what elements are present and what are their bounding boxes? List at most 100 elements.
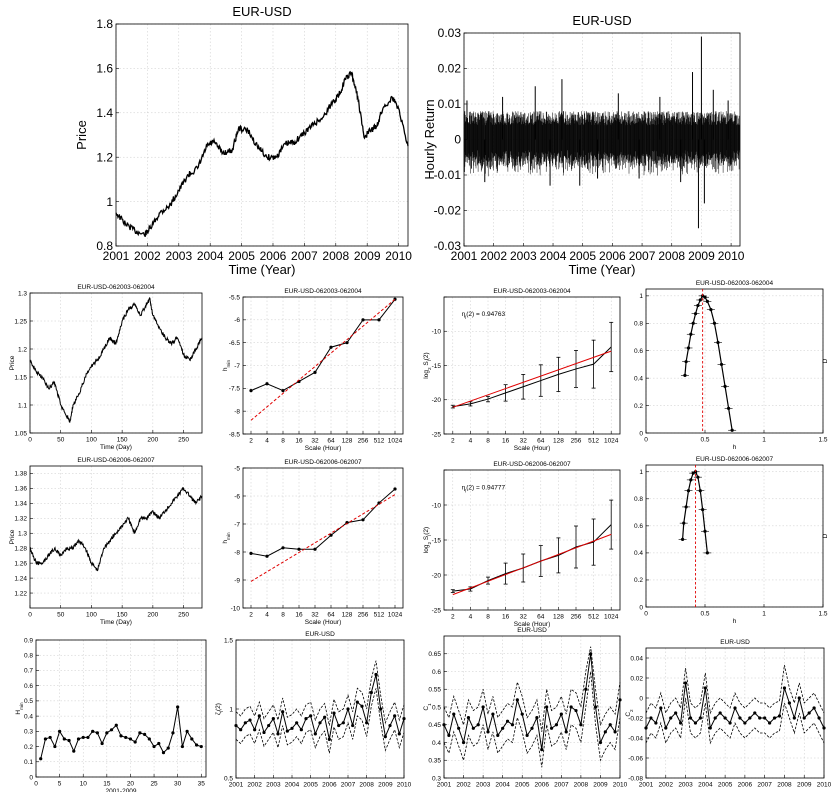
x-tick-label: 32: [520, 614, 528, 621]
y-tick-label: 1.25: [14, 318, 27, 325]
x-tick-label: 200: [147, 612, 158, 619]
y-axis-label: Price: [74, 120, 89, 150]
y-tick-label: 0.35: [428, 758, 441, 765]
data-point: [787, 701, 791, 705]
data-point: [723, 716, 727, 720]
data-point: [728, 721, 732, 725]
data-point: [549, 726, 554, 730]
data-point: [520, 712, 524, 716]
data-point: [62, 737, 66, 741]
plot-frame: [29, 465, 203, 609]
data-point: [535, 716, 539, 720]
chart-title: EUR-USD-062006-062007: [77, 457, 155, 464]
y-tick-label: -9: [234, 577, 240, 584]
data-point: [664, 726, 668, 730]
x-tick-label: 2004: [698, 782, 713, 789]
data-point: [313, 370, 317, 374]
y-tick-label: 0.8: [24, 652, 33, 659]
band-line: [235, 688, 405, 754]
series-line: [250, 488, 396, 557]
data-point: [753, 711, 757, 715]
y-tick-label: -7: [234, 521, 240, 528]
data-point: [447, 733, 451, 738]
data-point: [603, 730, 607, 734]
x-tick-label: 0: [34, 781, 38, 788]
data-point: [365, 721, 369, 725]
y-tick-label: 0.4: [24, 713, 33, 720]
y-tick-label: -15: [432, 363, 442, 370]
chart-p12: 2001 2002 2003 2004 2005 2006 2007 2008 2009 2010…: [215, 631, 412, 789]
data-point: [166, 746, 170, 750]
y-axis-label: Hmin: [15, 702, 24, 715]
data-point: [299, 728, 303, 732]
plot-frame: [645, 288, 824, 434]
data-point: [161, 751, 166, 755]
y-tick-label: 0.4: [634, 550, 643, 557]
x-tick-label: 2003: [266, 782, 281, 789]
data-point: [466, 716, 471, 720]
data-point: [471, 726, 475, 730]
x-tick-label: 250: [178, 437, 189, 444]
x-tick-label: 2005: [228, 249, 255, 263]
x-tick-label: 1024: [388, 612, 403, 619]
data-point: [763, 716, 767, 720]
x-tick-label: 64: [537, 438, 545, 445]
x-tick-label: 16: [295, 612, 303, 619]
data-point: [257, 714, 261, 718]
x-tick-label: 2003: [678, 782, 693, 789]
y-axis-label: D: [822, 533, 829, 538]
x-tick-label: 2001: [103, 249, 130, 263]
data-point: [379, 707, 383, 711]
plot-frame: [115, 23, 409, 247]
data-point: [248, 718, 252, 722]
x-axis-label: h: [733, 444, 737, 451]
data-point: [649, 716, 653, 720]
data-point: [593, 705, 598, 709]
y-tick-label: 0.5: [224, 775, 233, 782]
fit-line: [452, 533, 612, 596]
chart-p13: 2001 2002 2003 2004 2005 2006 2007 2008 2009 2010…: [423, 627, 628, 789]
band-line: [443, 646, 621, 732]
data-point: [281, 710, 285, 714]
data-point: [486, 730, 490, 734]
y-tick-label: 1.6: [96, 62, 113, 76]
data-point: [109, 728, 114, 732]
data-point: [190, 737, 194, 741]
data-point: [501, 726, 505, 730]
data-point: [457, 726, 461, 730]
data-point: [199, 744, 203, 749]
x-tick-label: 4: [265, 438, 269, 445]
x-axis-label: h: [733, 618, 737, 625]
y-tick-label: 0: [639, 604, 643, 611]
y-tick-label: -0.01: [434, 168, 462, 182]
data-point: [393, 714, 397, 718]
x-axis-label: Time (Day): [100, 619, 132, 626]
data-point: [402, 717, 406, 721]
y-tick-label: -6: [234, 317, 240, 324]
x-tick-label: 35: [198, 781, 206, 788]
x-tick-label: 64: [537, 614, 545, 621]
data-point: [297, 547, 301, 551]
data-point: [369, 690, 373, 695]
chart-title: EUR-USD: [517, 627, 547, 634]
data-point: [618, 698, 622, 702]
data-point: [152, 744, 156, 749]
y-tick-label: 0.9: [24, 637, 33, 644]
y-tick-label: 0.65: [428, 651, 441, 658]
y-tick-label: 0: [29, 774, 33, 781]
x-tick-label: 2004: [197, 249, 224, 263]
y-tick-label: 0.04: [630, 655, 643, 662]
chart-title: EUR-USD: [232, 4, 291, 19]
y-tick-label: 1.1: [18, 402, 27, 409]
data-point: [579, 723, 583, 727]
series-line: [250, 298, 396, 392]
data-point: [262, 730, 266, 735]
data-point: [249, 551, 253, 556]
x-tick-label: 2009: [797, 782, 812, 789]
y-tick-label: -0.08: [628, 775, 643, 782]
chart-title: EUR-USD-062003-062004: [77, 284, 155, 291]
x-tick-label: 4: [469, 614, 473, 621]
x-tick-label: 2007: [341, 782, 356, 789]
y-tick-label: -10: [432, 329, 442, 336]
x-tick-label: 2: [451, 614, 455, 621]
